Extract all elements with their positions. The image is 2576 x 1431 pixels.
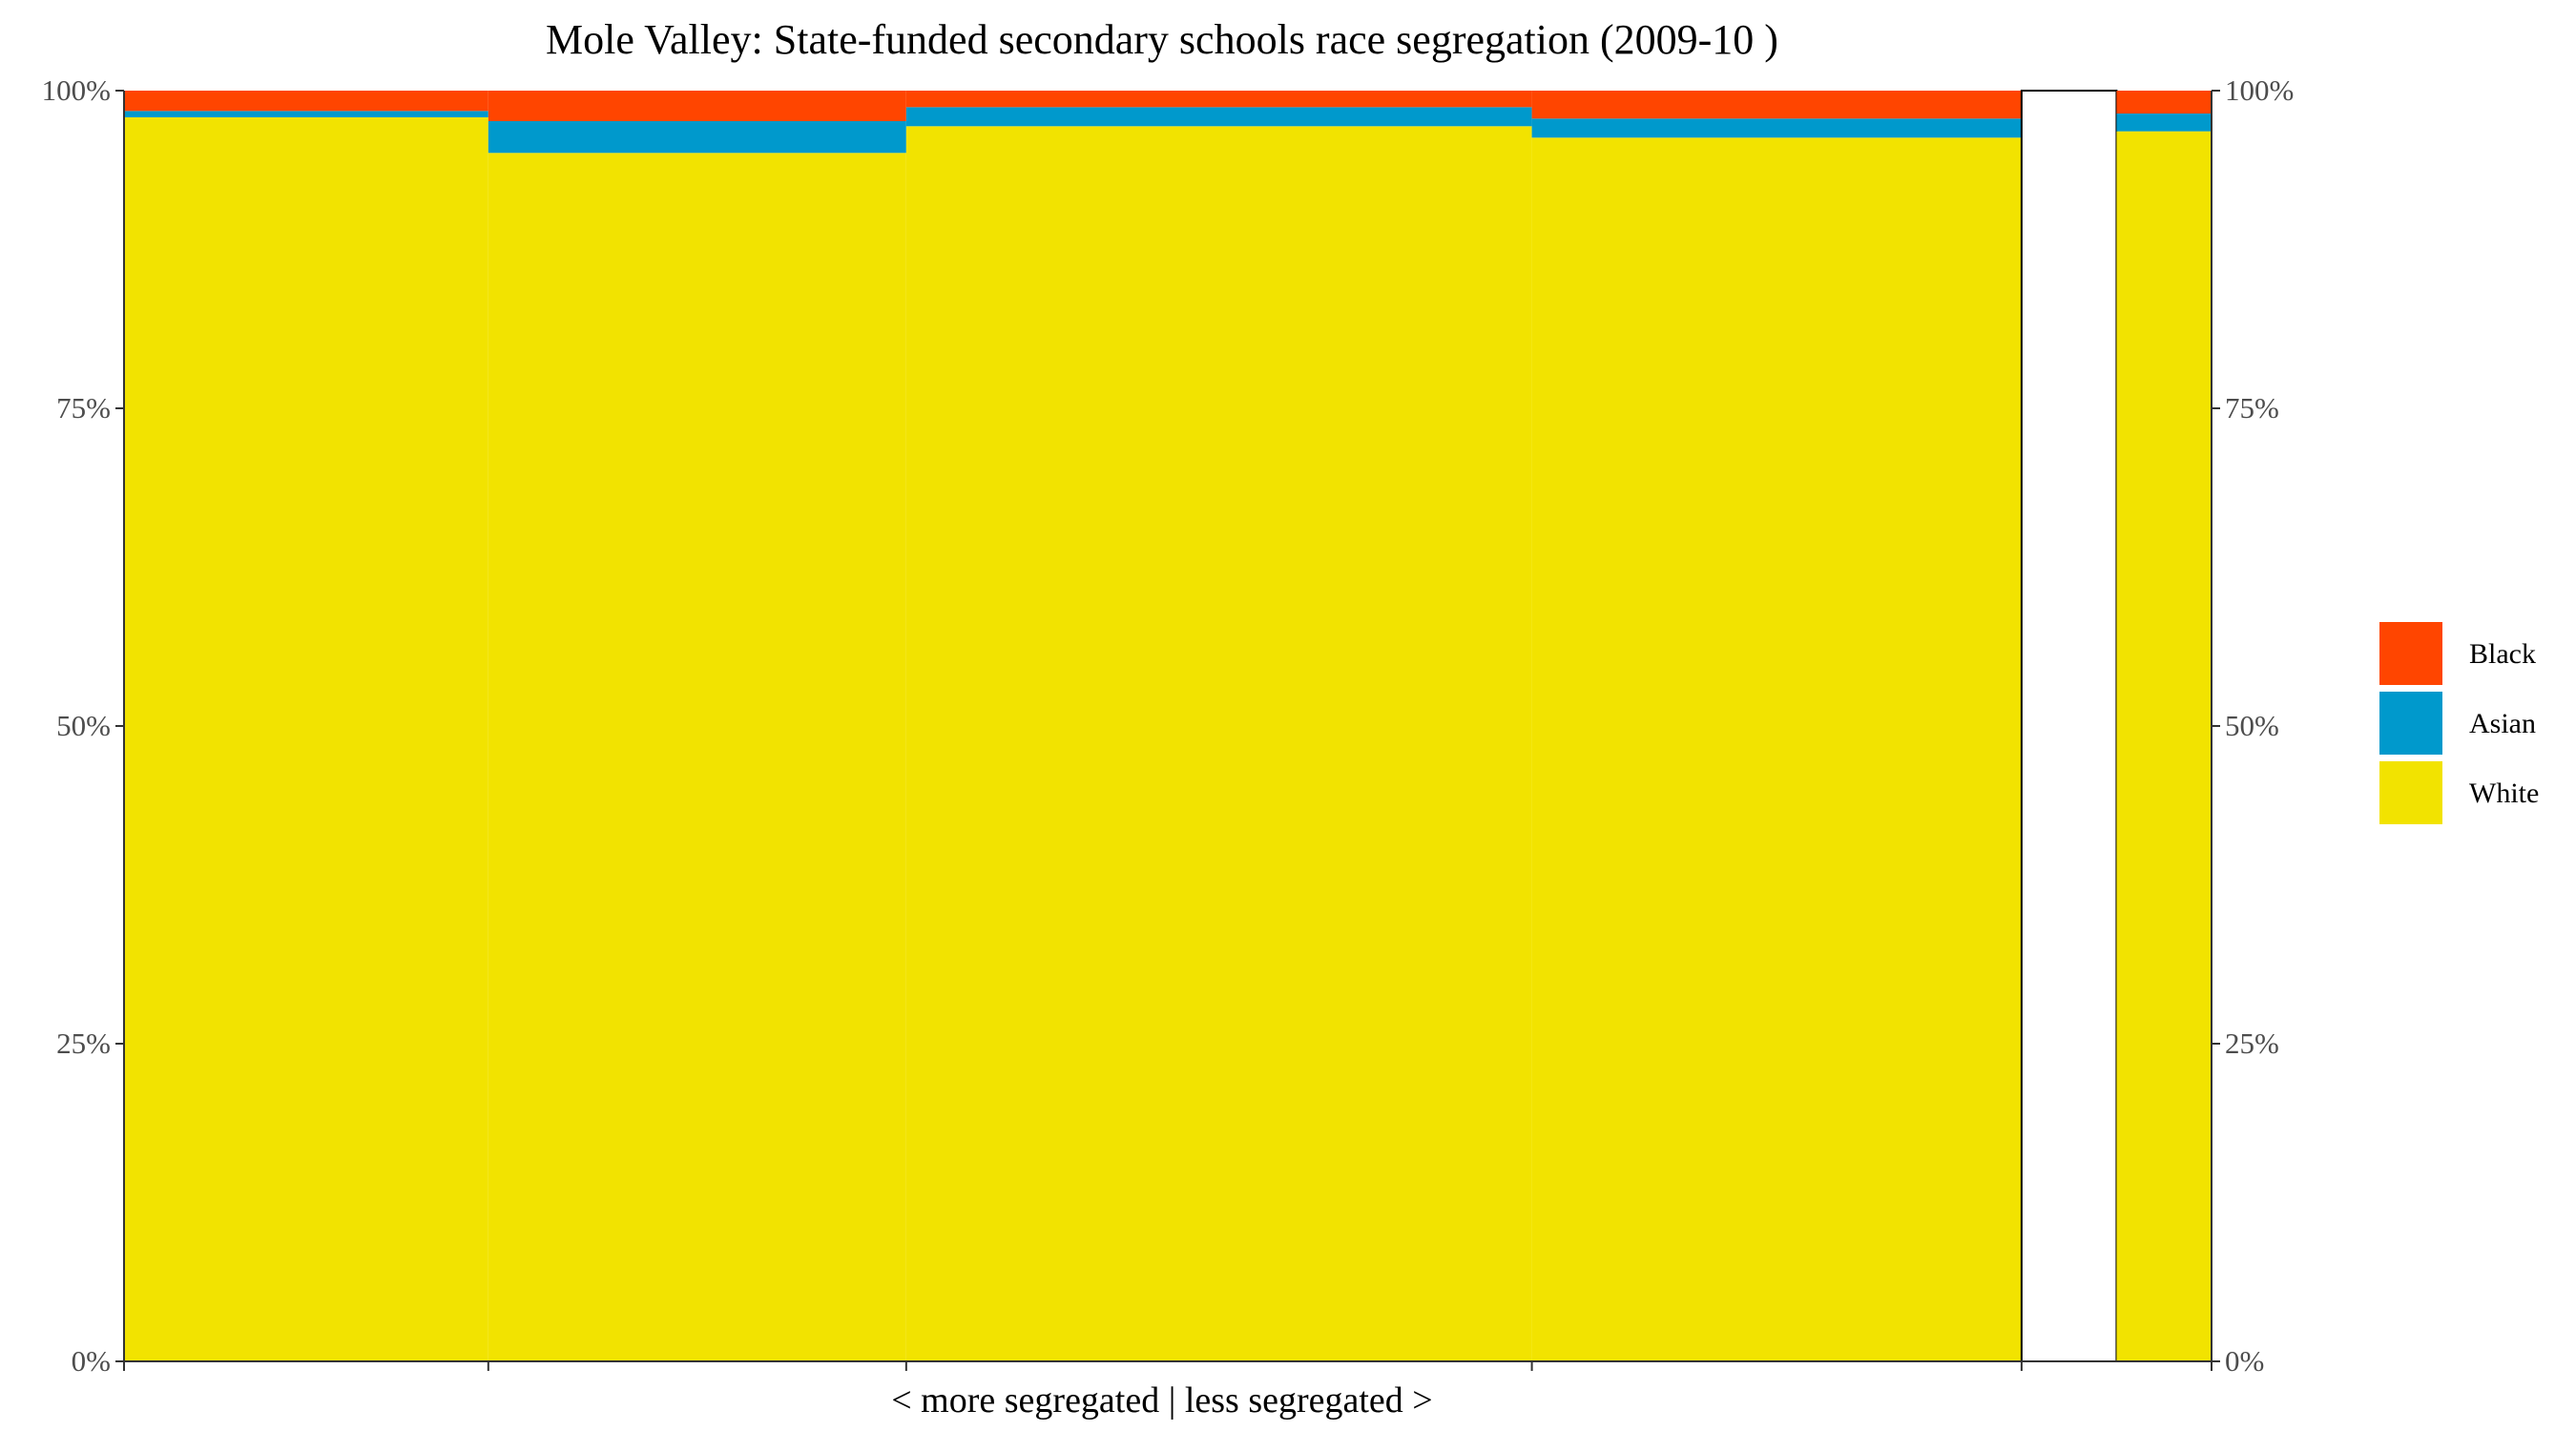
bar-3 (905, 91, 1532, 1361)
bar-3-segment-black (905, 91, 1532, 108)
axes-layer: 0% 0% 25% 25% 50% 50% 75% 75% 100% 100% (42, 73, 2295, 1378)
legend-key-white (2379, 761, 2442, 824)
bar-2-segment-white (488, 153, 906, 1361)
bars-layer (124, 90, 2212, 1362)
legend-item-white: White (2379, 761, 2539, 824)
bar-3-segment-white (905, 126, 1532, 1361)
bar-4-segment-black (1531, 91, 2022, 119)
legend: Black Asian White (2379, 622, 2539, 824)
legend-item-black: Black (2379, 622, 2536, 685)
bar-1-segment-black (124, 91, 488, 112)
y-tick-label-left: 100% (42, 73, 111, 107)
bar-1 (124, 91, 488, 1362)
y-tick-label-right: 75% (2225, 391, 2279, 425)
legend-label-black: Black (2469, 638, 2536, 670)
legend-label-white: White (2469, 778, 2539, 809)
bar-2 (488, 91, 906, 1361)
bar-2-segment-black (488, 91, 906, 121)
y-tick-label-left: 25% (56, 1027, 111, 1060)
bar-1-segment-white (124, 116, 488, 1362)
y-tick-label-left: 0% (72, 1344, 111, 1378)
bar-6-segment-asian (2116, 113, 2212, 132)
y-tick-label-left: 50% (56, 709, 111, 742)
y-tick-label-right: 100% (2225, 73, 2294, 107)
bar-5 (2020, 90, 2118, 1362)
bar-2-segment-asian (488, 120, 906, 154)
x-axis-label: < more segregated | less segregated > (891, 1380, 1432, 1421)
chart-title: Mole Valley: State-funded secondary scho… (546, 16, 1778, 63)
bar-4 (1531, 91, 2022, 1361)
bar-4-segment-asian (1531, 118, 2022, 138)
bar-3-segment-asian (905, 107, 1532, 127)
y-tick-label-right: 50% (2225, 709, 2279, 742)
y-tick-label-right: 25% (2225, 1027, 2279, 1060)
legend-label-asian: Asian (2469, 708, 2536, 739)
bar-6-segment-white (2116, 131, 2212, 1361)
bar-5-outline (2020, 90, 2118, 1362)
y-tick-label-right: 0% (2225, 1344, 2264, 1378)
legend-key-black (2379, 622, 2442, 685)
bar-1-segment-asian (124, 111, 488, 117)
legend-item-asian: Asian (2379, 692, 2536, 755)
legend-key-asian (2379, 692, 2442, 755)
bar-6 (2116, 91, 2212, 1361)
y-tick-label-left: 75% (56, 391, 111, 425)
bar-6-segment-black (2116, 91, 2212, 114)
bar-4-segment-white (1531, 137, 2022, 1361)
